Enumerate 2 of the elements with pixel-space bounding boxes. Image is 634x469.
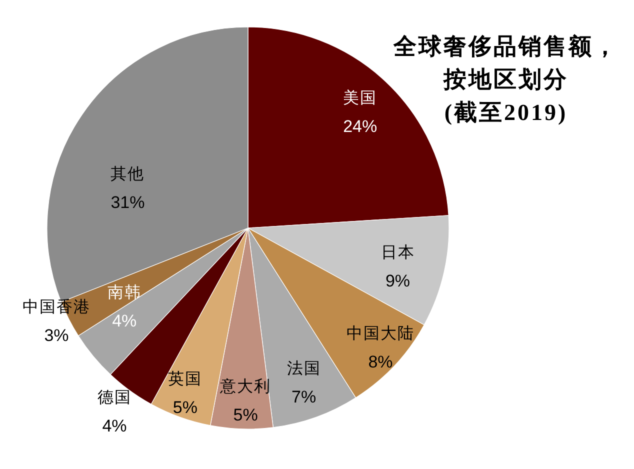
text: (截至2019) <box>443 99 569 127</box>
text: 全球奢侈品销售额，按地区划分 <box>392 33 620 94</box>
